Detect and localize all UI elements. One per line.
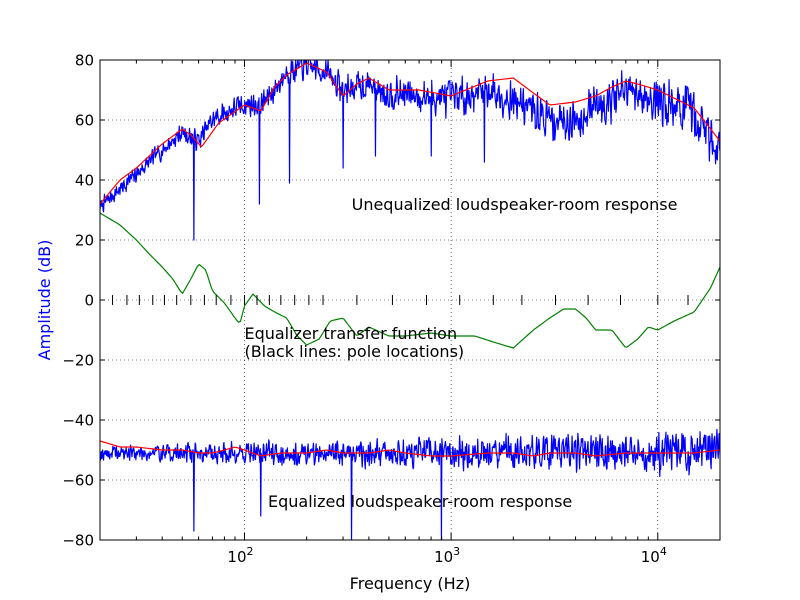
annotations: Unequalized loudspeaker-room response Equ… xyxy=(244,195,677,511)
x-tick-label: 103 xyxy=(434,545,460,566)
series-line-4 xyxy=(100,440,720,457)
y-tick-labels: −80 −60 −40 −20 0 20 40 60 80 xyxy=(62,52,94,550)
y-tick-label: −80 xyxy=(62,532,94,550)
y-tick-label: −60 xyxy=(62,472,94,490)
series-line-2 xyxy=(100,212,720,349)
y-axis-label: Amplitude (dB) xyxy=(35,240,54,361)
x-tick-labels: 102 103 104 xyxy=(227,545,666,566)
series-line-0 xyxy=(100,60,720,241)
y-tick-label: 0 xyxy=(84,292,94,310)
x-axis-label: Frequency (Hz) xyxy=(350,574,471,593)
y-tick-label: 20 xyxy=(75,232,94,250)
pole-location-markers xyxy=(112,295,689,305)
axis-ticks xyxy=(99,59,721,541)
annotation-equalized-line-0: Equalized loudspeaker-room response xyxy=(268,492,572,511)
y-tick-label: 80 xyxy=(75,52,94,70)
y-tick-label: 60 xyxy=(75,112,94,130)
x-tick-label: 102 xyxy=(227,545,253,566)
y-tick-label: −20 xyxy=(62,352,94,370)
annotation-equalizer-line-0: Equalizer transfer function xyxy=(244,324,457,343)
series-line-1 xyxy=(100,62,720,205)
series-group xyxy=(100,60,720,540)
annotation-unequalized-line-0: Unequalized loudspeaker-room response xyxy=(352,195,678,214)
y-tick-label: −40 xyxy=(62,412,94,430)
y-tick-label: 40 xyxy=(75,172,94,190)
x-tick-label: 104 xyxy=(641,545,667,566)
plot-series xyxy=(100,60,720,540)
series-line-3 xyxy=(100,428,720,540)
annotation-equalizer-line-1: (Black lines: pole locations) xyxy=(244,342,464,361)
